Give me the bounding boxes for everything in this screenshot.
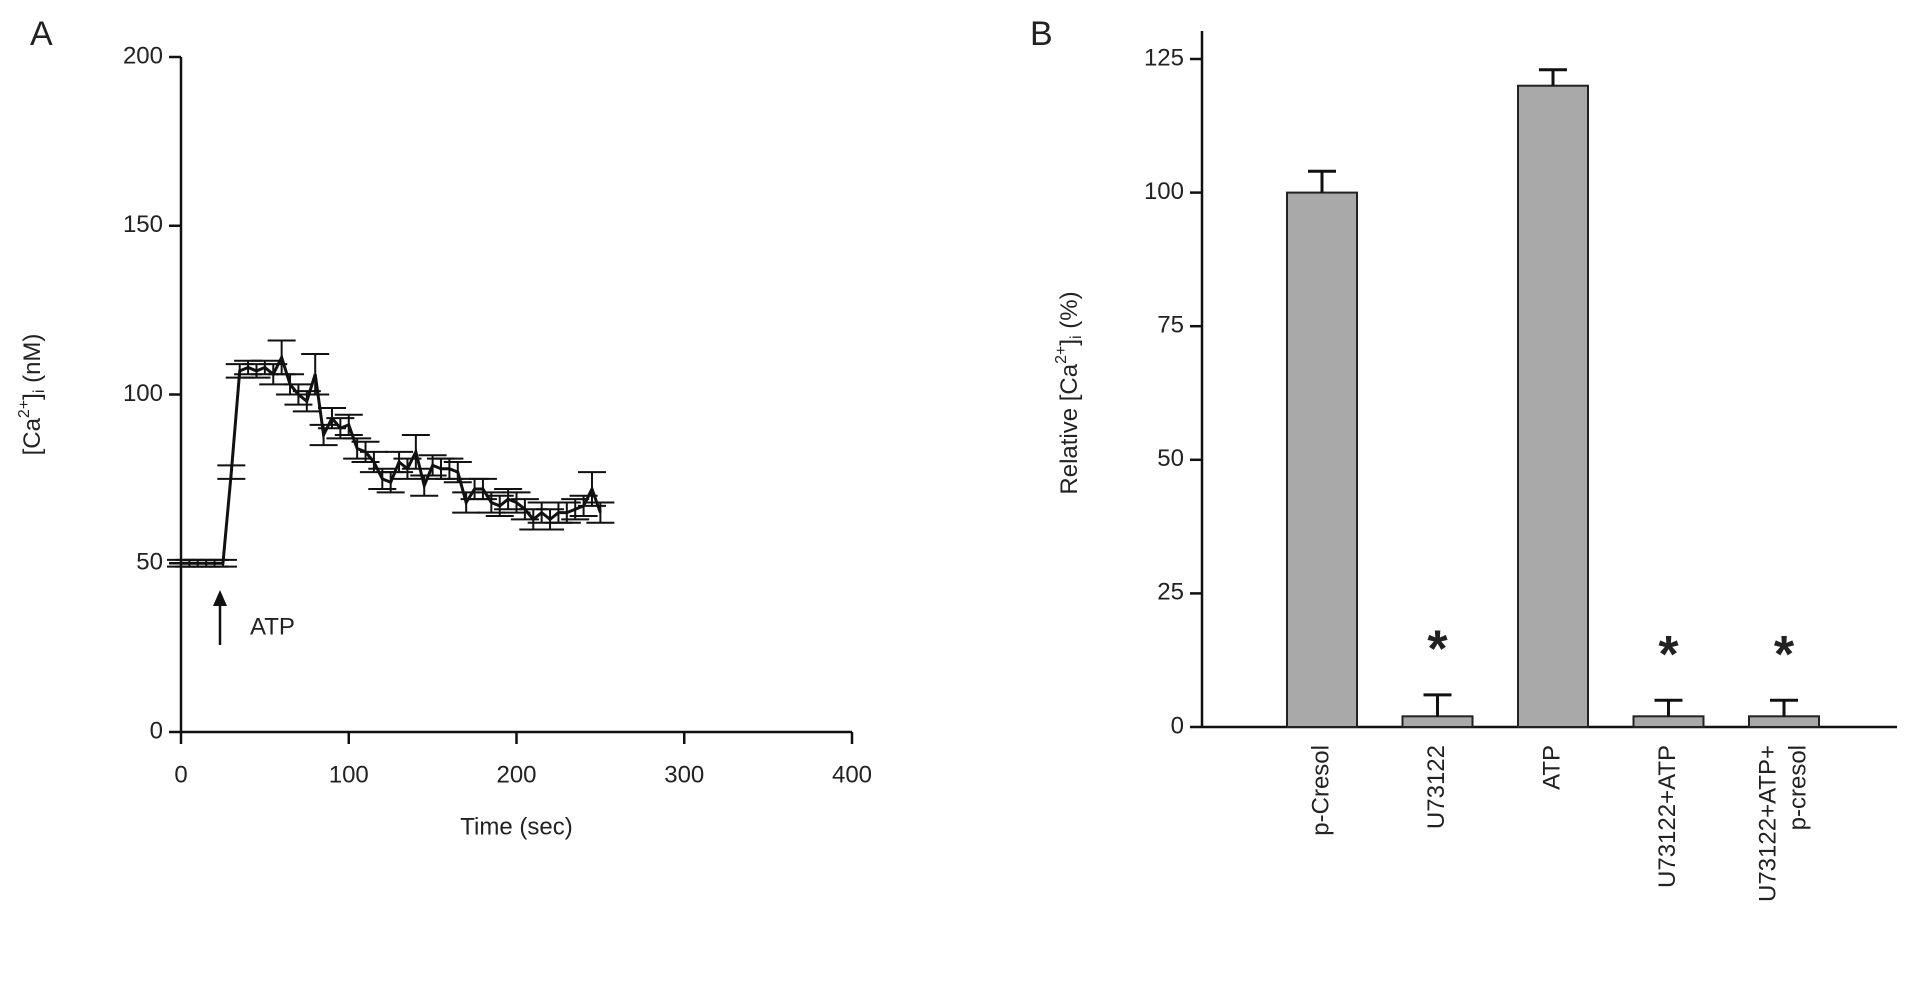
y-axis-label: Relative [Ca2+]i (%) (1053, 291, 1085, 494)
error-bar (208, 558, 237, 568)
error-bar (334, 413, 363, 436)
significance-marker: * (1774, 626, 1795, 684)
series-line (181, 353, 602, 565)
panel-label: B (1030, 15, 1053, 53)
label-part: i (1068, 335, 1085, 339)
error-bar (225, 363, 254, 379)
label-part: (nM) (19, 334, 46, 390)
y-tick-label: 25 (1157, 579, 1184, 606)
y-tick-label: 50 (136, 549, 163, 576)
x-tick-label: ATP (1538, 745, 1565, 790)
annotation: ATP (250, 613, 295, 640)
label-part: ] (19, 393, 46, 400)
y-tick-label: 150 (123, 211, 163, 238)
label-part: Relative [Ca (1056, 363, 1083, 494)
arrow-head (213, 590, 227, 606)
error-bar (443, 461, 472, 484)
x-tick-label: U73122+ATP+ (1754, 745, 1781, 902)
label-part: [Ca (19, 417, 46, 455)
significance-marker: * (1427, 621, 1448, 679)
error-bar (1539, 68, 1567, 86)
x-tick-label: p-cresol (1784, 745, 1811, 830)
error-bar (242, 363, 271, 379)
bar (1517, 84, 1589, 729)
x-tick-label: p-Cresol (1307, 745, 1334, 836)
x-tick-label: 400 (832, 761, 872, 788)
error-bar (301, 353, 330, 396)
x-axis-label: Time (sec) (460, 813, 572, 840)
panel-label: A (30, 15, 53, 53)
label-part: ] (1056, 339, 1083, 346)
y-tick-label: 125 (1144, 44, 1184, 71)
error-bar (586, 501, 615, 524)
error-bar (1770, 698, 1798, 717)
x-tick-label: U73122 (1423, 745, 1450, 829)
label-part: 2+ (1053, 346, 1070, 364)
y-axis-label: [Ca2+]i (nM) (16, 334, 48, 456)
error-bar (452, 491, 481, 514)
bar (1286, 191, 1358, 729)
x-tick-label: 200 (496, 761, 536, 788)
bar (1632, 715, 1705, 729)
y-tick-label: 75 (1157, 312, 1184, 339)
y-tick-label: 200 (123, 42, 163, 69)
bar (1401, 715, 1474, 729)
error-bar (1654, 698, 1683, 717)
error-bar (401, 434, 430, 470)
y-tick-label: 0 (1171, 712, 1184, 739)
bar (1748, 715, 1820, 729)
error-bar (1308, 169, 1336, 193)
y-tick-label: 0 (150, 717, 163, 744)
y-tick-label: 100 (1144, 178, 1184, 205)
error-bar (217, 464, 246, 480)
error-bar (267, 339, 296, 376)
y-tick-label: 50 (1157, 445, 1184, 472)
error-bar (577, 471, 606, 507)
label-part: i (31, 390, 48, 394)
x-tick-label: U73122+ATP (1654, 745, 1681, 888)
y-tick-label: 100 (123, 380, 163, 407)
label-part: (%) (1056, 291, 1083, 335)
error-bar (1423, 693, 1452, 717)
x-tick-label: 100 (329, 761, 369, 788)
significance-marker: * (1658, 626, 1679, 684)
label-part: 2+ (16, 400, 33, 418)
x-tick-label: 0 (174, 761, 187, 788)
x-tick-label: 300 (664, 761, 704, 788)
